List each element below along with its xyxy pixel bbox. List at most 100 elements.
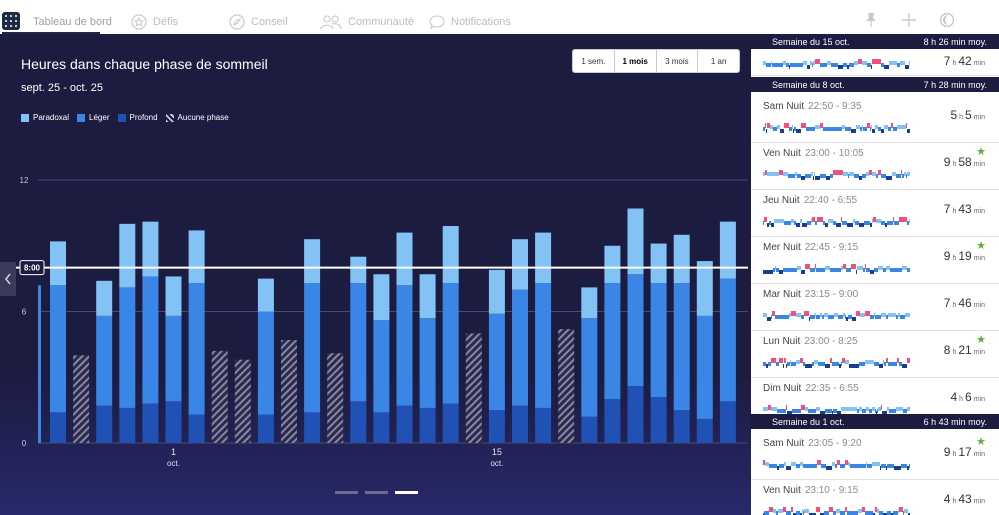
- bar-deep[interactable]: [696, 418, 713, 443]
- bar-light[interactable]: [304, 283, 321, 413]
- bar-no-phase[interactable]: [211, 350, 228, 443]
- sleep-log-row[interactable]: Mar Nuit 23:15 - 9:00 7 h 46 min: [751, 284, 999, 331]
- bar-light[interactable]: [396, 285, 413, 406]
- bar-deep[interactable]: [673, 410, 690, 443]
- bar-deep[interactable]: [419, 407, 436, 443]
- bar-rem[interactable]: [442, 226, 459, 284]
- bar-deep[interactable]: [142, 403, 159, 443]
- bar-rem[interactable]: [188, 230, 205, 284]
- bar-rem[interactable]: [512, 239, 528, 290]
- bar-rem[interactable]: [96, 280, 113, 316]
- bar-rem[interactable]: [257, 278, 274, 312]
- range-1-week-button[interactable]: 1 sem.: [573, 50, 615, 72]
- bar-no-phase[interactable]: [465, 333, 482, 443]
- bar-rem[interactable]: [350, 256, 367, 284]
- bar-light[interactable]: [419, 318, 436, 408]
- sleep-log-row[interactable]: Mer Nuit 22:45 - 9:15 ★ 9 h 19 min: [751, 237, 999, 284]
- bar-deep[interactable]: [96, 405, 113, 443]
- bar-deep[interactable]: [442, 403, 459, 443]
- bar-light[interactable]: [535, 283, 552, 408]
- bar-light[interactable]: [142, 276, 159, 404]
- range-1-month-button[interactable]: 1 mois: [614, 50, 657, 72]
- sleep-log-row[interactable]: 7 h 42 min: [751, 49, 999, 76]
- bar-rem[interactable]: [396, 232, 413, 286]
- bar-deep[interactable]: [50, 412, 66, 443]
- bar-no-phase[interactable]: [327, 353, 344, 443]
- range-3-months-button[interactable]: 3 mois: [656, 50, 699, 72]
- bar-deep[interactable]: [535, 407, 552, 443]
- bar-rem[interactable]: [50, 241, 66, 286]
- bar-rem[interactable]: [719, 221, 736, 279]
- bar-rem[interactable]: [673, 234, 690, 284]
- pager-dot[interactable]: [365, 491, 388, 494]
- bar-light[interactable]: [673, 283, 690, 411]
- tab-dashboard[interactable]: Tableau de bord: [33, 16, 112, 28]
- tab-guidance[interactable]: Conseil: [229, 12, 288, 32]
- bar-deep[interactable]: [581, 416, 598, 443]
- bar-deep[interactable]: [257, 414, 274, 443]
- bar-light[interactable]: [696, 315, 713, 419]
- bar-light[interactable]: [257, 311, 274, 415]
- bar-light[interactable]: [512, 289, 528, 406]
- chevron-left-icon[interactable]: [0, 262, 16, 296]
- bar-light[interactable]: [488, 313, 505, 411]
- bar-no-phase[interactable]: [281, 339, 297, 443]
- bar-deep[interactable]: [627, 386, 644, 443]
- bar-rem[interactable]: [581, 287, 598, 319]
- moon-icon[interactable]: [938, 11, 956, 29]
- bar-rem[interactable]: [696, 261, 713, 316]
- bar-light[interactable]: [119, 287, 136, 408]
- bar-light[interactable]: [50, 285, 66, 413]
- bar-deep[interactable]: [396, 405, 413, 443]
- bar-light[interactable]: [604, 283, 621, 400]
- bar-rem[interactable]: [488, 269, 505, 314]
- sleep-log-row[interactable]: Lun Nuit 23:00 - 8:25 ★ 8 h 21 min: [751, 331, 999, 378]
- tab-challenges[interactable]: Défis: [131, 12, 178, 32]
- bar-light[interactable]: [581, 318, 598, 417]
- bar-rem[interactable]: [304, 239, 321, 284]
- bar-light[interactable]: [165, 315, 182, 402]
- tab-notifications[interactable]: Notifications: [429, 12, 511, 32]
- bar-deep[interactable]: [604, 399, 621, 443]
- bar-light[interactable]: [650, 283, 667, 397]
- bar-deep[interactable]: [188, 414, 205, 443]
- bar-rem[interactable]: [165, 276, 182, 316]
- bar-light[interactable]: [188, 283, 205, 415]
- bar-rem[interactable]: [119, 223, 136, 288]
- bar-no-phase[interactable]: [73, 355, 90, 443]
- fitbit-logo-icon[interactable]: [2, 12, 20, 30]
- bar-no-phase[interactable]: [234, 359, 251, 443]
- sleep-log-row[interactable]: Ven Nuit 23:10 - 9:15 4 h 43 min: [751, 480, 999, 515]
- plus-icon[interactable]: [900, 11, 918, 29]
- sleep-log-row[interactable]: Sam Nuit 22:50 - 9:35 5 h 5 min: [751, 96, 999, 143]
- bar-deep[interactable]: [719, 401, 736, 443]
- pager-dot-active[interactable]: [395, 491, 418, 494]
- bar-deep[interactable]: [488, 410, 505, 443]
- bar-deep[interactable]: [650, 396, 667, 443]
- bar-light[interactable]: [373, 320, 390, 413]
- bar-light[interactable]: [719, 278, 736, 402]
- bar-deep[interactable]: [512, 405, 528, 443]
- bar-light[interactable]: [627, 274, 644, 387]
- bar-rem[interactable]: [373, 274, 390, 321]
- bar-deep[interactable]: [304, 412, 321, 443]
- bar-rem[interactable]: [627, 208, 644, 275]
- bar-deep[interactable]: [165, 401, 182, 443]
- bar-deep[interactable]: [119, 407, 136, 443]
- bar-rem[interactable]: [650, 243, 667, 284]
- pin-icon[interactable]: [862, 11, 880, 29]
- pager-dot[interactable]: [335, 491, 358, 494]
- bar-rem[interactable]: [604, 245, 621, 284]
- bar-rem[interactable]: [142, 221, 159, 277]
- range-1-year-button[interactable]: 1 an: [698, 50, 739, 72]
- sleep-log-row[interactable]: Jeu Nuit 22:40 - 6:55 7 h 43 min: [751, 190, 999, 237]
- bar-rem[interactable]: [419, 274, 436, 319]
- tab-community[interactable]: Communauté: [320, 12, 414, 32]
- bar-no-phase[interactable]: [558, 329, 575, 443]
- sleep-log-row[interactable]: Sam Nuit 23:05 - 9:20 ★ 9 h 17 min: [751, 433, 999, 480]
- bar-deep[interactable]: [373, 412, 390, 443]
- bar-light[interactable]: [350, 283, 367, 402]
- sleep-log-row[interactable]: Ven Nuit 23:00 - 10:05 ★ 9 h 58 min: [751, 143, 999, 190]
- bar-light[interactable]: [442, 283, 459, 404]
- bar-deep[interactable]: [350, 401, 367, 443]
